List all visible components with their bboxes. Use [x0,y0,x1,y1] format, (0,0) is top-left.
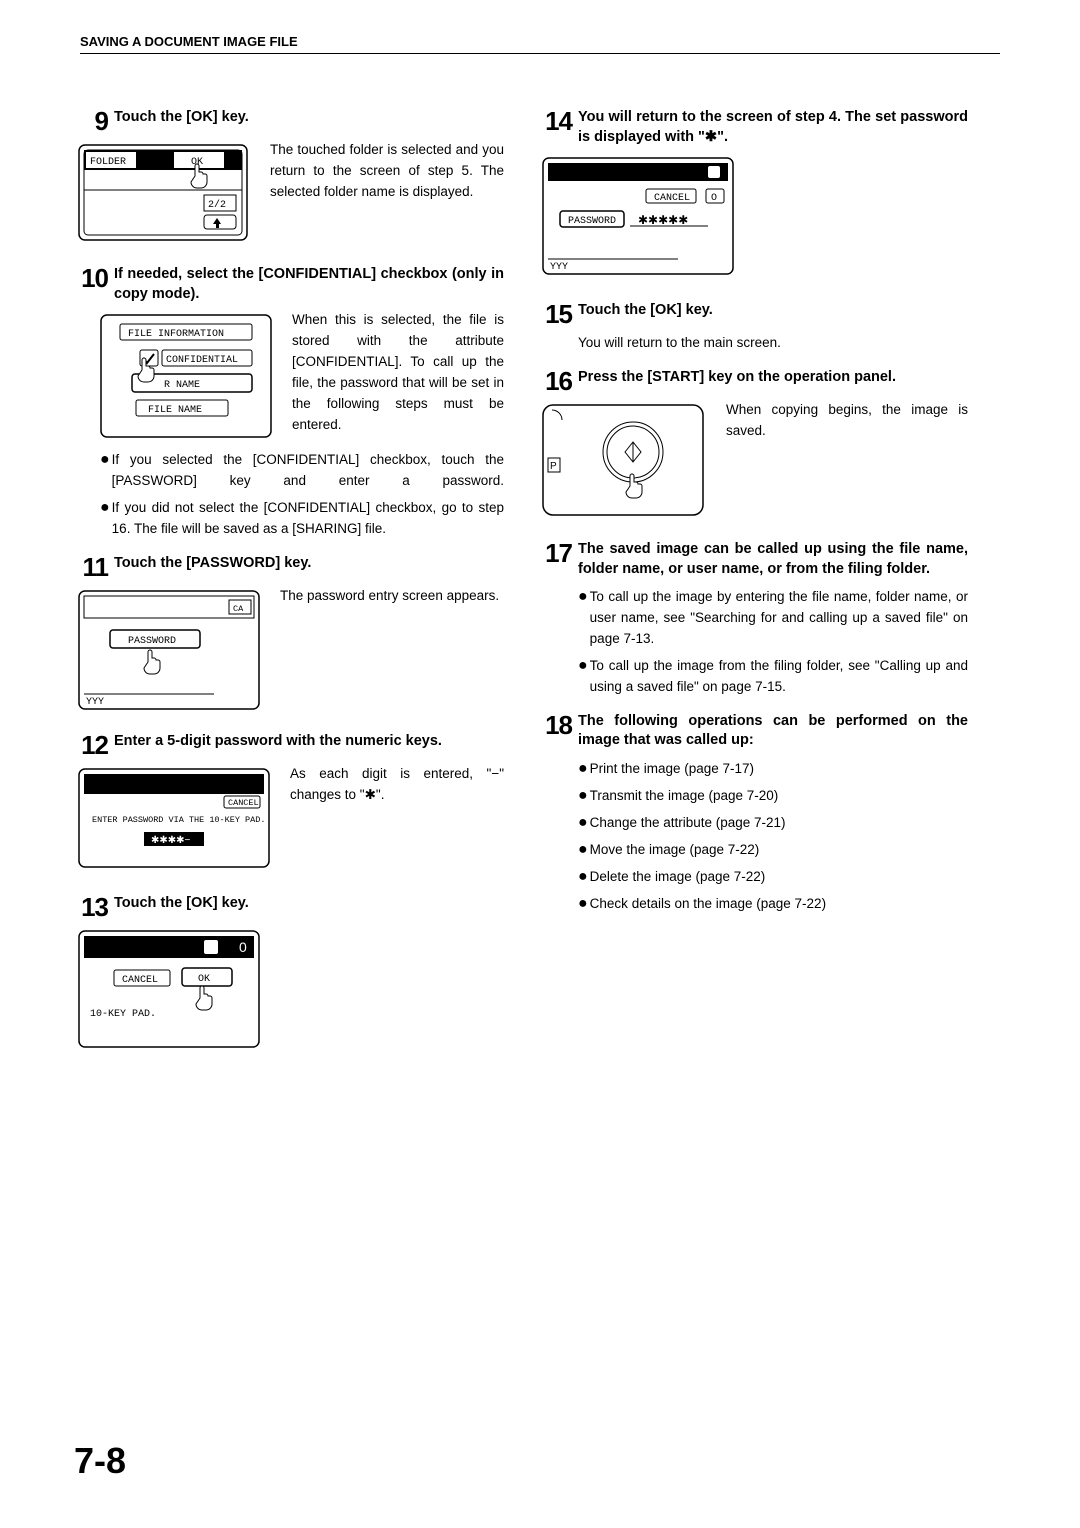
step-15-desc: You will return to the main screen. [578,333,968,354]
step-11-desc: The password entry screen appears. [280,586,499,714]
step-9-diagram: FOLDER OK 2/2 [74,140,254,245]
svg-text:OK: OK [198,974,210,985]
bullet: ●To call up the image by entering the fi… [578,587,968,650]
right-column: 14 You will return to the screen of step… [538,108,968,1052]
step-title: The following operations can be performe… [578,712,968,751]
step-title: Touch the [OK] key. [114,894,504,914]
step-title: Touch the [OK] key. [114,108,504,128]
step-title: Press the [START] key on the operation p… [578,368,968,388]
step-number: 13 [74,894,108,920]
step-12: 12 Enter a 5-digit password with the num… [74,732,504,758]
bullet: ●If you selected the [CONFIDENTIAL] chec… [100,450,504,492]
svg-text:ENTER PASSWORD VIA THE 10-KEY: ENTER PASSWORD VIA THE 10-KEY PAD. [92,815,265,825]
bullet: ●Change the attribute (page 7-21) [578,813,968,834]
step-title: Touch the [PASSWORD] key. [114,554,504,574]
step-11-diagram: CA PASSWORD YYY [74,586,264,714]
svg-text:R NAME: R NAME [164,380,200,391]
step-14-diagram: CANCEL O PASSWORD ✱✱✱✱✱ YYY [538,153,968,279]
svg-text:YYY: YYY [550,262,568,273]
step-15: 15 Touch the [OK] key. [538,301,968,327]
page-number: 7-8 [74,1440,126,1482]
svg-text:CONFIDENTIAL: CONFIDENTIAL [166,355,238,366]
step-number: 12 [74,732,108,758]
step-12-desc: As each digit is entered, "−" changes to… [290,764,504,872]
bullet: ●To call up the image from the filing fo… [578,656,968,698]
svg-text:CANCEL: CANCEL [228,798,259,808]
svg-text:✱✱✱✱✱: ✱✱✱✱✱ [638,213,688,227]
step-number: 17 [538,540,572,566]
bullet: ●Print the image (page 7-17) [578,759,968,780]
step-title: Enter a 5-digit password with the numeri… [114,732,504,752]
bullet: ●If you did not select the [CONFIDENTIAL… [100,498,504,540]
bullet: ●Check details on the image (page 7-22) [578,894,968,915]
step-17: 17 The saved image can be called up usin… [538,540,968,579]
step-number: 16 [538,368,572,394]
step-number: 10 [74,265,108,291]
step-number: 11 [74,554,108,580]
step-title: If needed, select the [CONFIDENTIAL] che… [114,265,504,304]
step-13-diagram: 0 CANCEL OK 10-KEY PAD. [74,926,504,1052]
step-13: 13 Touch the [OK] key. [74,894,504,920]
page-header: SAVING A DOCUMENT IMAGE FILE [80,34,1000,54]
svg-text:FILE NAME: FILE NAME [148,405,202,416]
step-9: 9 Touch the [OK] key. [74,108,504,134]
svg-text:O: O [711,193,717,204]
step-10-desc: When this is selected, the file is store… [292,310,504,442]
svg-text:FOLDER: FOLDER [90,157,126,168]
step-9-desc: The touched folder is selected and you r… [270,140,504,245]
step-title: Touch the [OK] key. [578,301,968,321]
svg-text:PASSWORD: PASSWORD [568,216,616,227]
svg-text:PASSWORD: PASSWORD [128,636,176,647]
step-11: 11 Touch the [PASSWORD] key. [74,554,504,580]
svg-text:CANCEL: CANCEL [122,975,158,986]
left-column: 9 Touch the [OK] key. FOLDER OK 2/2 [74,108,504,1052]
svg-text:CANCEL: CANCEL [654,193,690,204]
bullet: ●Transmit the image (page 7-20) [578,786,968,807]
svg-text:2/2: 2/2 [208,199,226,211]
step-16-desc: When copying begins, the image is saved. [726,400,968,520]
step-10-diagram: FILE INFORMATION CONFIDENTIAL R NAME FIL… [96,310,276,442]
step-number: 18 [538,712,572,738]
svg-text:10-KEY PAD.: 10-KEY PAD. [90,1009,156,1020]
svg-text:✱✱✱✱−: ✱✱✱✱− [151,835,191,846]
step-10: 10 If needed, select the [CONFIDENTIAL] … [74,265,504,304]
bullet: ●Delete the image (page 7-22) [578,867,968,888]
step-title: You will return to the screen of step 4.… [578,108,968,147]
step-16: 16 Press the [START] key on the operatio… [538,368,968,394]
step-number: 14 [538,108,572,134]
svg-text:CA: CA [233,604,244,614]
step-14: 14 You will return to the screen of step… [538,108,968,147]
svg-text:0: 0 [239,939,247,955]
svg-text:YYY: YYY [86,697,104,708]
step-number: 15 [538,301,572,327]
step-16-diagram: P [538,400,710,520]
svg-text:P: P [550,461,557,472]
step-12-diagram: CANCEL ENTER PASSWORD VIA THE 10-KEY PAD… [74,764,274,872]
step-title: The saved image can be called up using t… [578,540,968,579]
svg-text:FILE INFORMATION: FILE INFORMATION [128,329,224,340]
step-number: 9 [74,108,108,134]
step-18: 18 The following operations can be perfo… [538,712,968,751]
bullet: ●Move the image (page 7-22) [578,840,968,861]
